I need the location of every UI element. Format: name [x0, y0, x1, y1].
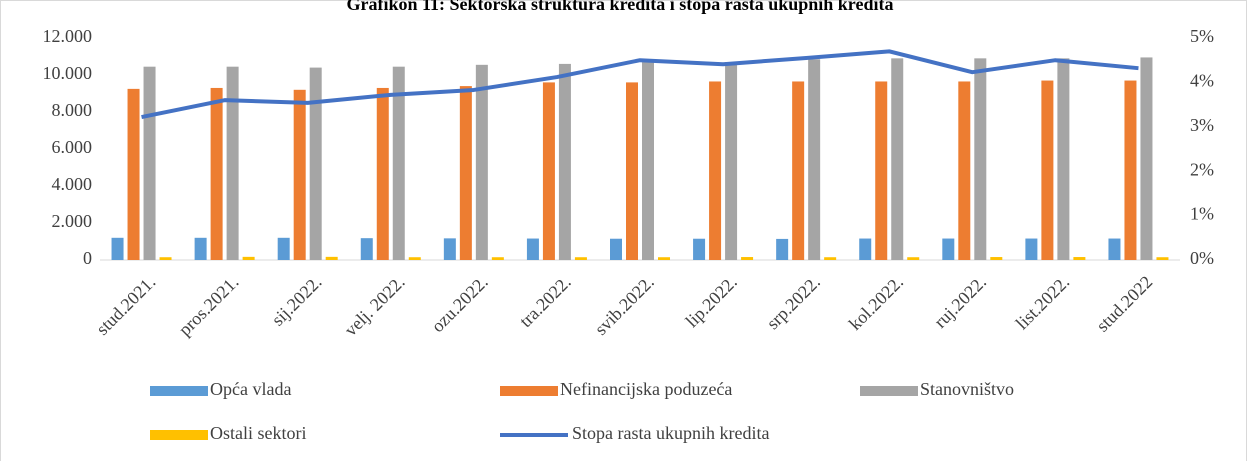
- x-tick-label: stud.2021.: [92, 272, 159, 339]
- legend-swatch: [150, 430, 208, 440]
- bar: [408, 257, 421, 260]
- bar: [210, 87, 223, 260]
- bar: [958, 81, 971, 260]
- bar: [725, 62, 738, 260]
- y-tick-label: 12.000: [43, 26, 93, 46]
- x-tick-label: tra.2022.: [515, 272, 574, 331]
- legend-swatch: [500, 386, 558, 396]
- bar: [907, 257, 920, 260]
- bar: [859, 238, 872, 260]
- legend-label: Ostali sektori: [210, 423, 307, 443]
- legend-label: Stanovništvo: [920, 379, 1014, 399]
- legend-swatch: [860, 386, 918, 396]
- chart-title: Grafikon 11: Sektorska struktura kredita…: [347, 0, 894, 14]
- x-tick-label: svib.2022.: [591, 272, 658, 339]
- bar: [658, 257, 670, 260]
- bar: [376, 87, 389, 260]
- y-tick-label: 6.000: [52, 137, 93, 157]
- legend-label: Stopa rasta ukupnih kredita: [572, 423, 769, 443]
- bar: [626, 82, 638, 261]
- bar: [194, 237, 207, 260]
- x-tick-label: list.2022.: [1012, 272, 1074, 334]
- bar: [709, 81, 722, 260]
- bar: [693, 238, 706, 260]
- bar: [574, 257, 587, 260]
- bar: [1041, 80, 1054, 260]
- bar: [159, 257, 172, 260]
- bar: [1025, 238, 1038, 260]
- y-tick-label: 10.000: [43, 63, 93, 83]
- bar: [824, 257, 837, 260]
- bar: [891, 58, 904, 260]
- y2-tick-label: 5%: [1190, 26, 1214, 46]
- bar: [974, 58, 987, 260]
- bar: [111, 237, 124, 260]
- x-tick-label: sij.2022.: [268, 272, 326, 330]
- line: [141, 49, 1139, 119]
- x-tick-label: srp.2022.: [763, 272, 825, 334]
- x-tick-label: stud.2022: [1092, 272, 1156, 336]
- bar: [1108, 238, 1121, 260]
- y-tick-label: 8.000: [52, 100, 93, 120]
- bar: [558, 63, 571, 261]
- bar: [1057, 58, 1070, 260]
- bar: [226, 66, 239, 260]
- bar: [475, 64, 488, 260]
- x-tick-label: kol.2022.: [845, 272, 907, 334]
- legend-label: Nefinancijska poduzeća: [560, 379, 732, 399]
- x-tick-label: lip.2022.: [682, 272, 741, 331]
- bar: [392, 66, 405, 260]
- bar: [1124, 80, 1137, 260]
- bar: [127, 88, 140, 260]
- bar: [741, 257, 754, 260]
- legend-swatch: [150, 386, 208, 396]
- bar: [808, 59, 821, 261]
- bar: [776, 238, 789, 260]
- bar: [1156, 257, 1169, 260]
- y-tick-label: 2.000: [52, 211, 93, 231]
- bar: [293, 89, 306, 260]
- bar: [443, 238, 456, 260]
- bar: [990, 257, 1003, 260]
- bar: [309, 67, 322, 260]
- bar: [242, 256, 255, 260]
- bar: [1140, 57, 1153, 260]
- bar: [875, 81, 888, 260]
- y2-tick-label: 4%: [1190, 71, 1214, 91]
- x-tick-label: velj. 2022.: [340, 272, 408, 340]
- bar: [459, 86, 472, 260]
- bar: [360, 238, 373, 260]
- legend-label: Opća vlada: [210, 379, 291, 399]
- y2-tick-label: 3%: [1190, 115, 1214, 135]
- bar: [1073, 257, 1086, 260]
- bar: [792, 81, 805, 260]
- bar: [642, 62, 654, 260]
- y2-tick-label: 2%: [1190, 159, 1214, 179]
- bar: [325, 256, 338, 260]
- bar: [610, 238, 622, 260]
- bar: [491, 257, 504, 260]
- bar: [942, 238, 955, 260]
- y2-tick-label: 1%: [1190, 204, 1214, 224]
- x-tick-label: ozu.2022.: [427, 272, 491, 336]
- bar: [143, 66, 156, 260]
- x-tick-label: ruj.2022.: [930, 272, 990, 332]
- y2-tick-label: 0%: [1190, 248, 1214, 268]
- y-tick-label: 0: [83, 248, 92, 268]
- bar: [277, 237, 290, 260]
- bar: [526, 238, 539, 260]
- y-tick-label: 4.000: [52, 174, 93, 194]
- x-tick-label: pros.2021.: [175, 272, 243, 340]
- bar: [542, 82, 555, 261]
